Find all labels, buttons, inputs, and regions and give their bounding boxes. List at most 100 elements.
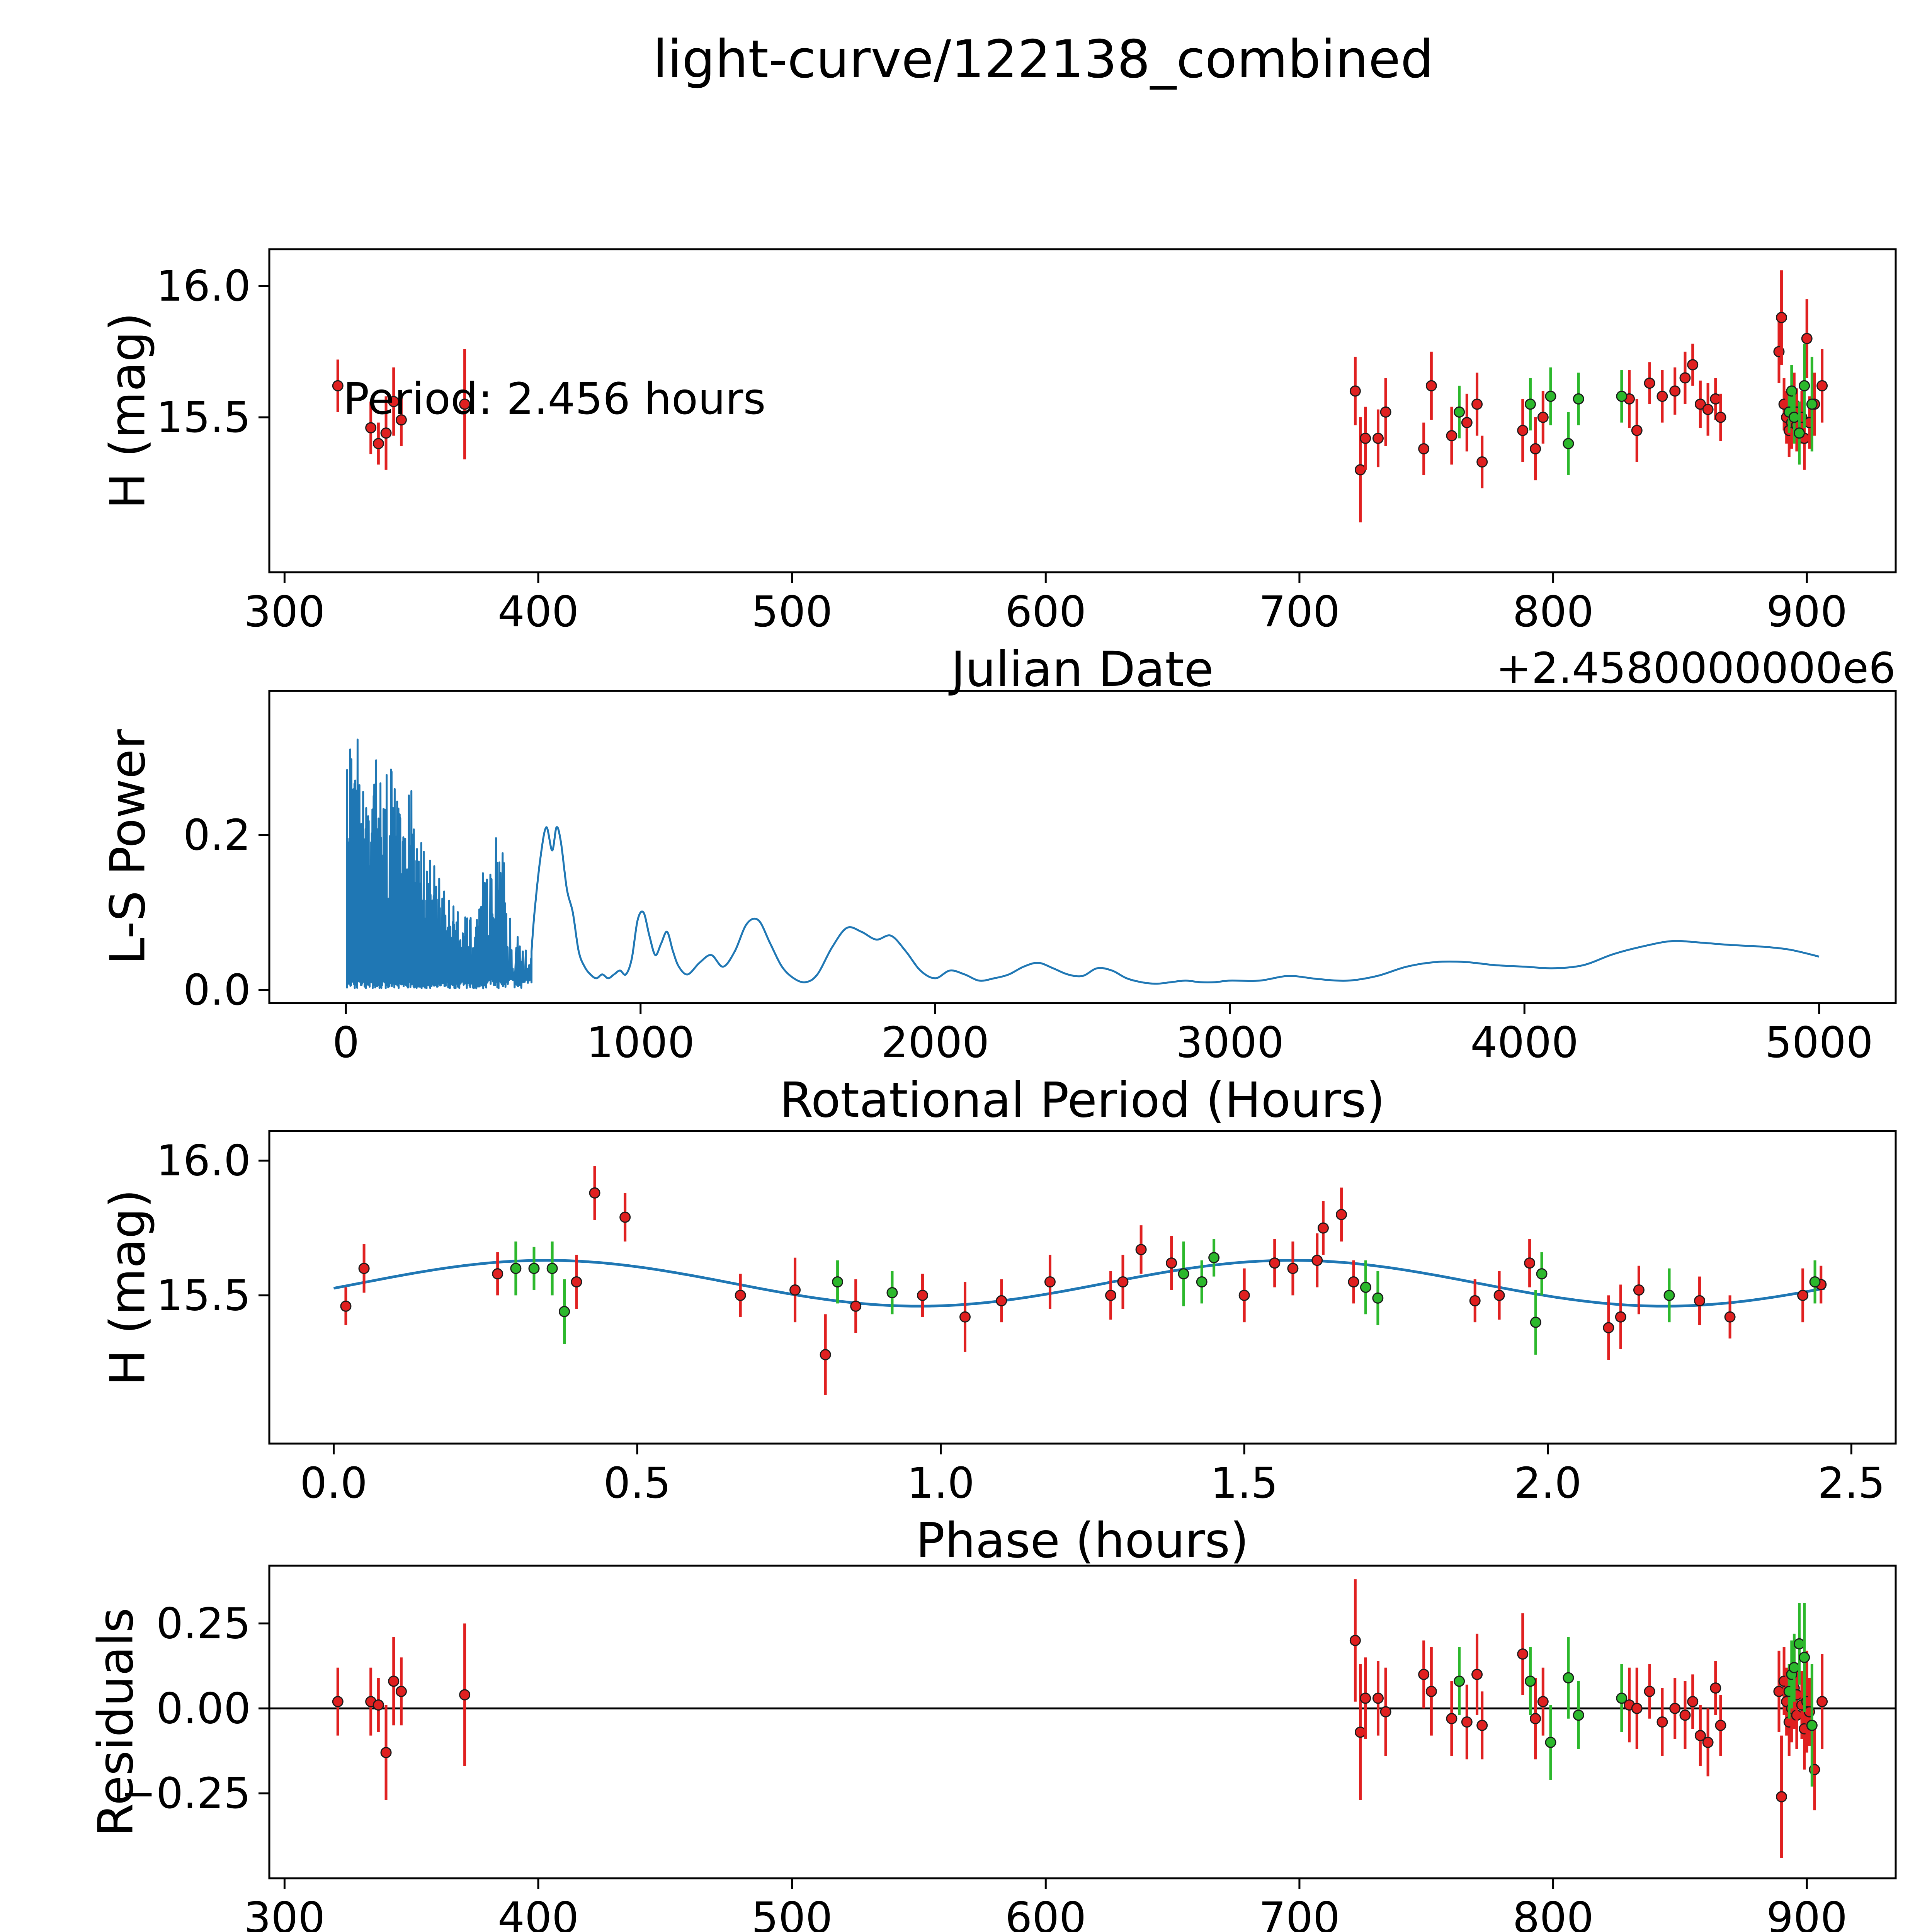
data-point [1633, 1284, 1645, 1296]
data-point [372, 1699, 384, 1711]
data-point [1644, 378, 1655, 389]
data-point [372, 438, 384, 449]
x-tick-label: 500 [752, 1893, 833, 1932]
panel-periodogram: 0 1000 2000 3000 4000 5000 0.0 0.2 [183, 690, 1897, 1067]
x-tick-label: 900 [1766, 1893, 1847, 1932]
data-point [1573, 393, 1584, 405]
data-point [1355, 1726, 1366, 1738]
data-point [886, 1287, 898, 1298]
data-point [1372, 1692, 1384, 1704]
data-point [1631, 1702, 1643, 1714]
data-point [1336, 1209, 1347, 1220]
data-point [1773, 1685, 1785, 1697]
data-point [1710, 1682, 1721, 1694]
data-point [1644, 1685, 1655, 1697]
x-tick-label: 300 [244, 587, 325, 636]
data-point [1537, 412, 1549, 423]
series-green-residuals [1454, 1603, 1818, 1787]
x-tick-label: 800 [1513, 1893, 1594, 1932]
x-tick-label: 1.0 [907, 1458, 975, 1508]
data-point [395, 1685, 407, 1697]
x-tick-label: 1000 [587, 1018, 695, 1067]
data-point [1208, 1252, 1220, 1264]
data-point [1238, 1289, 1250, 1301]
data-point [1360, 1692, 1371, 1704]
data-point [1524, 398, 1536, 410]
data-point [1788, 1662, 1800, 1673]
data-point [1801, 333, 1813, 344]
x-tick-label: 600 [1005, 587, 1086, 636]
y-tick-label: 0.2 [183, 810, 251, 860]
data-point [1702, 1736, 1714, 1748]
data-point [1446, 430, 1458, 442]
data-point [1702, 404, 1714, 415]
x-tick-label: 2.0 [1514, 1458, 1582, 1508]
data-point [1710, 393, 1721, 405]
data-point [1776, 312, 1787, 323]
data-point [1349, 1634, 1361, 1646]
data-point [1348, 1276, 1359, 1288]
y-tick-label: 16.0 [156, 261, 251, 311]
data-point [1530, 1713, 1541, 1725]
x-tick-label: 700 [1259, 1893, 1340, 1932]
data-point [358, 1263, 370, 1274]
x-tick-label: 500 [752, 587, 833, 636]
data-point [1694, 1295, 1706, 1306]
data-point [1044, 1276, 1056, 1288]
data-point [1573, 1709, 1584, 1721]
y-tick-label: 15.5 [156, 1270, 251, 1320]
panel-residuals: 300 400 500 600 700 800 900 −0.25 0.00 0.25 [121, 1565, 1897, 1932]
series-red-residuals [332, 1579, 1828, 1858]
data-point [1355, 464, 1366, 476]
xlabel-phase-hours: Phase (hours) [916, 1513, 1249, 1569]
data-point [1776, 1791, 1787, 1803]
period-annotation: Period: 2.456 hours [343, 374, 766, 424]
data-point [1715, 412, 1726, 423]
data-point [1663, 1289, 1675, 1301]
data-point [1524, 1675, 1536, 1687]
data-point [1476, 456, 1488, 468]
y-tick-label: 0.00 [156, 1684, 251, 1733]
data-point [1816, 1696, 1828, 1708]
x-tick-label: 300 [244, 1893, 325, 1932]
axes-spines [268, 690, 1897, 1004]
data-point [365, 422, 377, 434]
x-tick-label: 600 [1005, 1893, 1086, 1932]
data-point [1287, 1263, 1299, 1274]
data-point [1536, 1268, 1548, 1280]
data-point [340, 1300, 352, 1312]
data-point [789, 1284, 801, 1296]
ylabel-h-mag-jd: H (mag) [100, 312, 156, 509]
data-point [1530, 1316, 1541, 1328]
x-tick-label: 0.5 [604, 1458, 671, 1508]
panel-phase-curve: 0.0 0.5 1.0 1.5 2.0 2.5 15.5 16.0 [156, 1130, 1897, 1508]
data-point [1380, 1706, 1391, 1718]
sine-fit-line [333, 1259, 1825, 1308]
data-point [1656, 391, 1668, 402]
data-point [1799, 1651, 1810, 1663]
data-point [1603, 1322, 1614, 1333]
data-point [1793, 427, 1805, 439]
data-point [528, 1263, 540, 1274]
data-point [332, 380, 344, 391]
data-point [1446, 1713, 1458, 1725]
data-point [459, 1689, 471, 1701]
data-point [1687, 1696, 1699, 1708]
data-point [1788, 412, 1800, 423]
data-point [1178, 1268, 1189, 1280]
data-point [1530, 443, 1541, 455]
x-tick-label: 2.5 [1818, 1458, 1885, 1508]
data-point [1105, 1289, 1117, 1301]
data-point [1537, 1696, 1549, 1708]
data-point [832, 1276, 844, 1288]
data-point [1797, 1289, 1809, 1301]
data-point [1425, 380, 1437, 391]
y-tick-label: 15.5 [156, 393, 251, 442]
x-tick-label: 5000 [1765, 1018, 1873, 1067]
data-point [388, 396, 400, 407]
ylabel-h-mag-phase: H (mag) [100, 1189, 156, 1386]
axes-spines [268, 1565, 1897, 1879]
data-point [1669, 385, 1681, 397]
data-point [1517, 1648, 1529, 1660]
x-tick-label: 800 [1513, 587, 1594, 636]
